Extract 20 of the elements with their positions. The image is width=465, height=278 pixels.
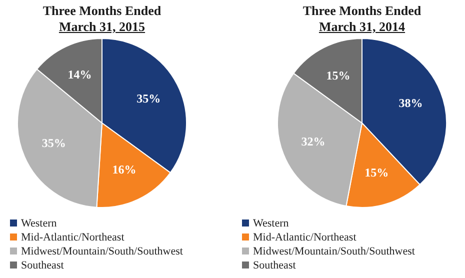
data-label: 16% bbox=[112, 162, 136, 176]
data-label: 35% bbox=[42, 136, 66, 150]
chart-subtitle: March 31, 2015 bbox=[58, 19, 146, 35]
data-label: 35% bbox=[136, 91, 161, 106]
data-label: 38% bbox=[398, 96, 423, 110]
legend-label: Midwest/Mountain/South/Southwest bbox=[21, 245, 183, 258]
legend-label: Western bbox=[21, 217, 58, 230]
chart-subtitle: March 31, 2014 bbox=[318, 19, 406, 35]
data-label: 14% bbox=[68, 68, 92, 82]
data-label: 15% bbox=[364, 165, 389, 180]
legend-label: Mid-Atlantic/Northeast bbox=[21, 231, 124, 244]
legend-label: Southeast bbox=[253, 259, 296, 272]
chart-title: Three Months Ended bbox=[302, 3, 422, 19]
data-label: 15% bbox=[326, 68, 350, 82]
chart-title: Three Months Ended bbox=[42, 3, 162, 19]
legend-label: Midwest/Mountain/South/Southwest bbox=[253, 245, 415, 258]
legend-label: Southeast bbox=[21, 259, 64, 272]
legend-label: Western bbox=[253, 217, 290, 230]
data-label: 32% bbox=[301, 134, 326, 148]
legend-label: Mid-Atlantic/Northeast bbox=[253, 231, 356, 244]
